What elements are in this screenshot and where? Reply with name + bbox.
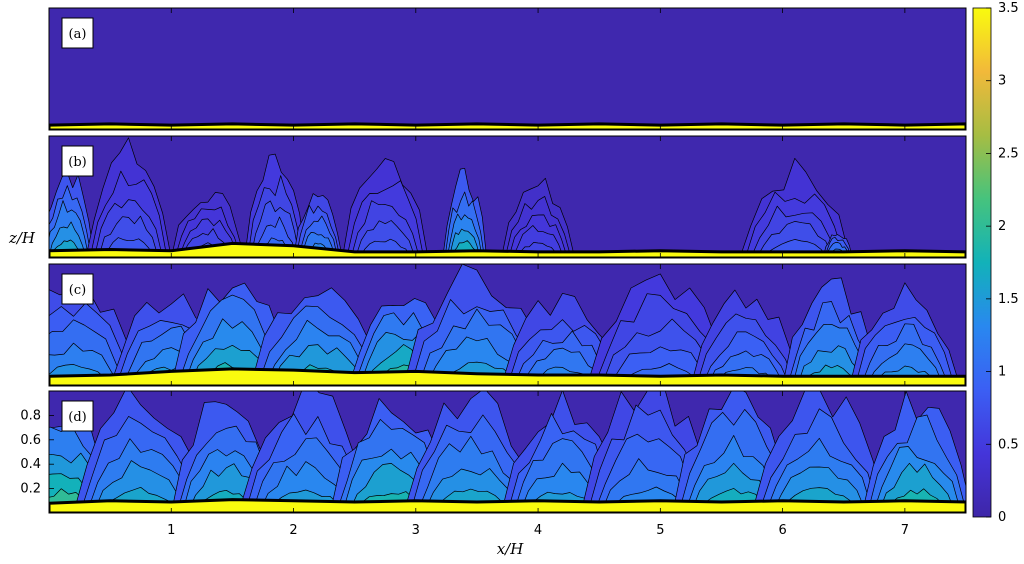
panel-tag-box xyxy=(61,400,94,432)
panel-field xyxy=(49,136,966,258)
x-tick-label: 3 xyxy=(412,523,420,538)
x-axis-ticks: 1 2 3 4 5 6 7 xyxy=(167,523,909,538)
dense-bottom-layer xyxy=(49,241,966,258)
panel-frame xyxy=(48,390,967,514)
panel-tag-box xyxy=(61,273,94,305)
panel-field xyxy=(49,391,966,513)
dense-bottom-layer xyxy=(49,498,966,513)
colorbar: 0 0.5 1 1.5 2 2.5 3 3.5 xyxy=(972,1,1019,525)
y-tick-label: 0.8 xyxy=(20,408,41,423)
field-background xyxy=(49,8,966,130)
panel-frame xyxy=(48,7,967,131)
colorbar-tick-label: 2 xyxy=(998,219,1006,234)
panel-tag: (a) xyxy=(61,17,94,49)
y-tick-label: 0.2 xyxy=(20,482,41,497)
panel-field xyxy=(49,8,966,130)
panel-4: (d) xyxy=(48,390,967,514)
y-tick-label: 0.6 xyxy=(20,433,41,448)
colorbar-tick-label: 0.5 xyxy=(998,437,1019,452)
colorbar-tick-label: 2.5 xyxy=(998,146,1019,161)
colorbar-tick-label: 1.5 xyxy=(998,292,1019,307)
panel-tag-label: (c) xyxy=(69,283,86,298)
panel-1: (a) xyxy=(48,7,967,131)
colorbar-tick-label: 3 xyxy=(998,74,1006,89)
dense-bottom-layer xyxy=(49,367,966,386)
panels-group: (a) (b) (c) (d) xyxy=(48,7,967,514)
x-tick-label: 7 xyxy=(901,523,909,538)
panel-field xyxy=(49,264,966,386)
panel-tag-label: (b) xyxy=(68,155,86,170)
colorbar-tick-label: 1 xyxy=(998,365,1006,380)
x-tick-label: 4 xyxy=(534,523,542,538)
panel-tag: (d) xyxy=(61,400,94,432)
y-axis-label: z/H xyxy=(8,229,36,247)
x-axis-label: x/H xyxy=(497,540,525,558)
dense-bottom-layer xyxy=(49,122,966,130)
y-axis-ticks: 0.2 0.4 0.6 0.8 xyxy=(20,408,54,497)
panel-tag: (b) xyxy=(61,145,94,177)
y-tick-label: 0.4 xyxy=(20,457,41,472)
panel-tag-label: (d) xyxy=(68,410,86,425)
colorbar-ticks: 0 0.5 1 1.5 2 2.5 3 3.5 xyxy=(986,1,1019,525)
x-tick-label: 6 xyxy=(778,523,786,538)
panel-frame xyxy=(48,135,967,259)
colorbar-gradient xyxy=(972,7,992,518)
x-tick-label: 2 xyxy=(289,523,297,538)
panel-tag-box xyxy=(61,17,94,49)
x-tick-label: 1 xyxy=(167,523,175,538)
panel-tag-box xyxy=(61,145,94,177)
panel-frame xyxy=(48,263,967,387)
panel-tag-label: (a) xyxy=(69,27,87,42)
panel-2: (b) xyxy=(48,135,967,259)
panel-tag: (c) xyxy=(61,273,94,305)
panel-3: (c) xyxy=(48,263,967,387)
colorbar-tick-label: 3.5 xyxy=(998,1,1019,16)
colorbar-tick-label: 0 xyxy=(998,510,1006,525)
x-tick-label: 5 xyxy=(656,523,664,538)
